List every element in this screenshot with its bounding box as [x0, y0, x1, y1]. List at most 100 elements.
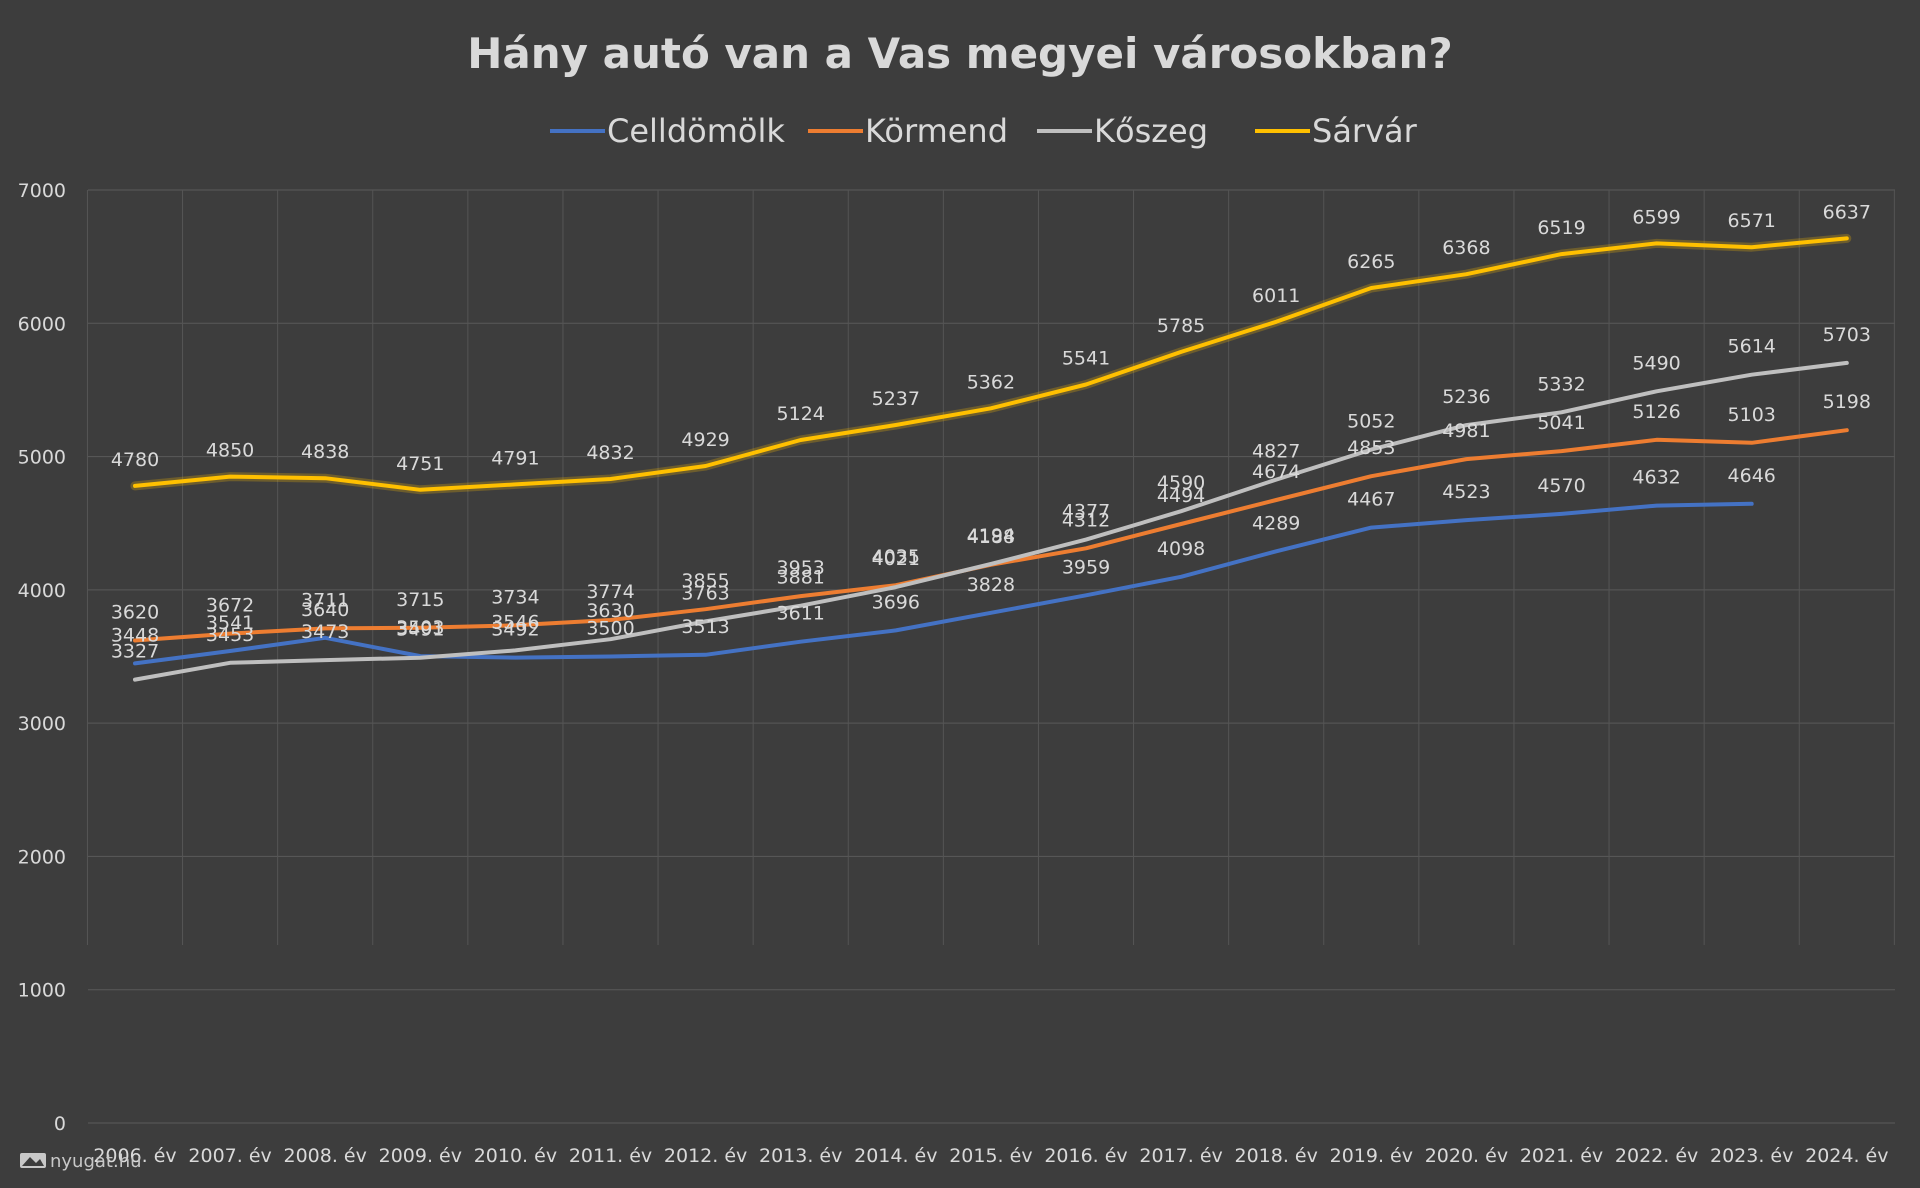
- data-label: 3696: [872, 591, 920, 613]
- data-label: 4850: [206, 440, 254, 462]
- data-label: 3453: [206, 624, 254, 646]
- data-label: 3327: [111, 641, 159, 663]
- x-tick-label: 2011. év: [569, 1145, 652, 1167]
- data-label: 6637: [1823, 201, 1871, 223]
- data-label: 3881: [777, 567, 825, 589]
- watermark: nyugat.hu: [20, 1151, 142, 1172]
- x-tick-label: 2007. év: [188, 1145, 271, 1167]
- data-label: 4632: [1632, 467, 1680, 489]
- data-label: 3953: [777, 557, 825, 579]
- data-labels: 3448 3541 3640 3503 3492 3500 3513 3611 3696 3828…: [111, 201, 1871, 662]
- data-label: 4751: [396, 453, 444, 475]
- data-label: 4194: [967, 525, 1015, 547]
- data-label: 3763: [681, 582, 729, 604]
- data-label: 4523: [1442, 481, 1490, 503]
- data-label: 5103: [1728, 404, 1776, 426]
- x-tick-label: 2017. év: [1139, 1145, 1222, 1167]
- data-label: 6519: [1537, 217, 1585, 239]
- y-tick-label: 2000: [18, 846, 66, 868]
- x-tick-label: 2024. év: [1805, 1145, 1888, 1167]
- x-tick-label: 2016. év: [1044, 1145, 1127, 1167]
- data-label: 3774: [586, 581, 634, 603]
- data-label: 4377: [1062, 501, 1110, 523]
- data-label: 5490: [1632, 352, 1680, 374]
- x-tick-label: 2020. év: [1425, 1145, 1508, 1167]
- x-tick-label: 2010. év: [474, 1145, 557, 1167]
- data-label: 5052: [1347, 411, 1395, 433]
- data-label: 3503: [396, 617, 444, 639]
- data-label: 3546: [491, 611, 539, 633]
- data-label: 3959: [1062, 556, 1110, 578]
- data-label: 3620: [111, 602, 159, 624]
- data-label: 5198: [1823, 391, 1871, 413]
- data-label: 6571: [1728, 210, 1776, 232]
- x-axis: 2006. év 2007. év 2008. év 2009. év 2010. év…: [93, 1145, 1888, 1167]
- watermark-text: nyugat.hu: [50, 1151, 142, 1172]
- chart-series: [130, 233, 1852, 682]
- y-tick-label: 1000: [18, 980, 66, 1002]
- data-label: 3492: [491, 619, 539, 641]
- legend-label: Celldömölk: [607, 112, 785, 150]
- series-line: [133, 236, 1849, 492]
- data-label: 4853: [1347, 437, 1395, 459]
- data-label: 6368: [1442, 237, 1490, 259]
- series-line: [133, 360, 1849, 682]
- data-label: 3541: [206, 612, 254, 634]
- data-label: 4021: [872, 548, 920, 570]
- series-line: [133, 501, 1754, 666]
- data-label: 4981: [1442, 420, 1490, 442]
- data-label: 6265: [1347, 251, 1395, 273]
- data-label: 3715: [396, 589, 444, 611]
- x-tick-label: 2014. év: [854, 1145, 937, 1167]
- x-tick-label: 2009. év: [379, 1145, 462, 1167]
- data-label: 3828: [967, 574, 1015, 596]
- data-label: 4289: [1252, 512, 1300, 534]
- chart-legend: Celldömölk Körmend Kőszeg Sárvár: [550, 112, 1418, 150]
- data-label: 3711: [301, 589, 349, 611]
- x-tick-label: 2008. év: [284, 1145, 367, 1167]
- data-label: 5362: [967, 371, 1015, 393]
- data-label: 3513: [681, 616, 729, 638]
- data-label: 3500: [586, 618, 634, 640]
- y-tick-label: 4000: [18, 580, 66, 602]
- data-label: 6599: [1632, 206, 1680, 228]
- y-tick-label: 5000: [18, 447, 66, 469]
- data-label: 5126: [1632, 401, 1680, 423]
- y-axis: 0 1000 2000 3000 4000 5000 6000 7000: [18, 180, 66, 1135]
- data-label: 5124: [777, 403, 825, 425]
- data-label: 4467: [1347, 489, 1395, 511]
- data-label: 4570: [1537, 475, 1585, 497]
- x-tick-label: 2006. év: [93, 1145, 176, 1167]
- data-label: 4674: [1252, 461, 1300, 483]
- data-label: 4827: [1252, 441, 1300, 463]
- y-tick-label: 7000: [18, 180, 66, 202]
- data-label: 5541: [1062, 347, 1110, 369]
- data-label: 5332: [1537, 373, 1585, 395]
- data-label: 4098: [1157, 538, 1205, 560]
- data-label: 5703: [1823, 324, 1871, 346]
- x-tick-label: 2018. év: [1235, 1145, 1318, 1167]
- x-tick-label: 2012. év: [664, 1145, 747, 1167]
- data-label: 5237: [872, 388, 920, 410]
- x-tick-label: 2019. év: [1330, 1145, 1413, 1167]
- legend-label: Sárvár: [1312, 112, 1418, 150]
- data-label: 4035: [872, 546, 920, 568]
- data-label: 4188: [967, 526, 1015, 548]
- data-label: 5614: [1728, 336, 1776, 358]
- data-label: 4929: [681, 429, 729, 451]
- x-tick-label: 2022. év: [1615, 1145, 1698, 1167]
- data-label: 4780: [111, 449, 159, 471]
- legend-item: Celldömölk: [550, 112, 785, 150]
- legend-item: Sárvár: [1255, 112, 1418, 150]
- x-tick-label: 2013. év: [759, 1145, 842, 1167]
- y-tick-label: 6000: [18, 313, 66, 335]
- x-tick-label: 2015. év: [949, 1145, 1032, 1167]
- legend-label: Körmend: [865, 112, 1008, 150]
- legend-item: Kőszeg: [1037, 112, 1208, 150]
- chart-grid: [86, 189, 1895, 1124]
- data-label: 3672: [206, 595, 254, 617]
- series-line-glow: [130, 233, 1852, 495]
- data-label: 5236: [1442, 386, 1490, 408]
- data-label: 5041: [1537, 412, 1585, 434]
